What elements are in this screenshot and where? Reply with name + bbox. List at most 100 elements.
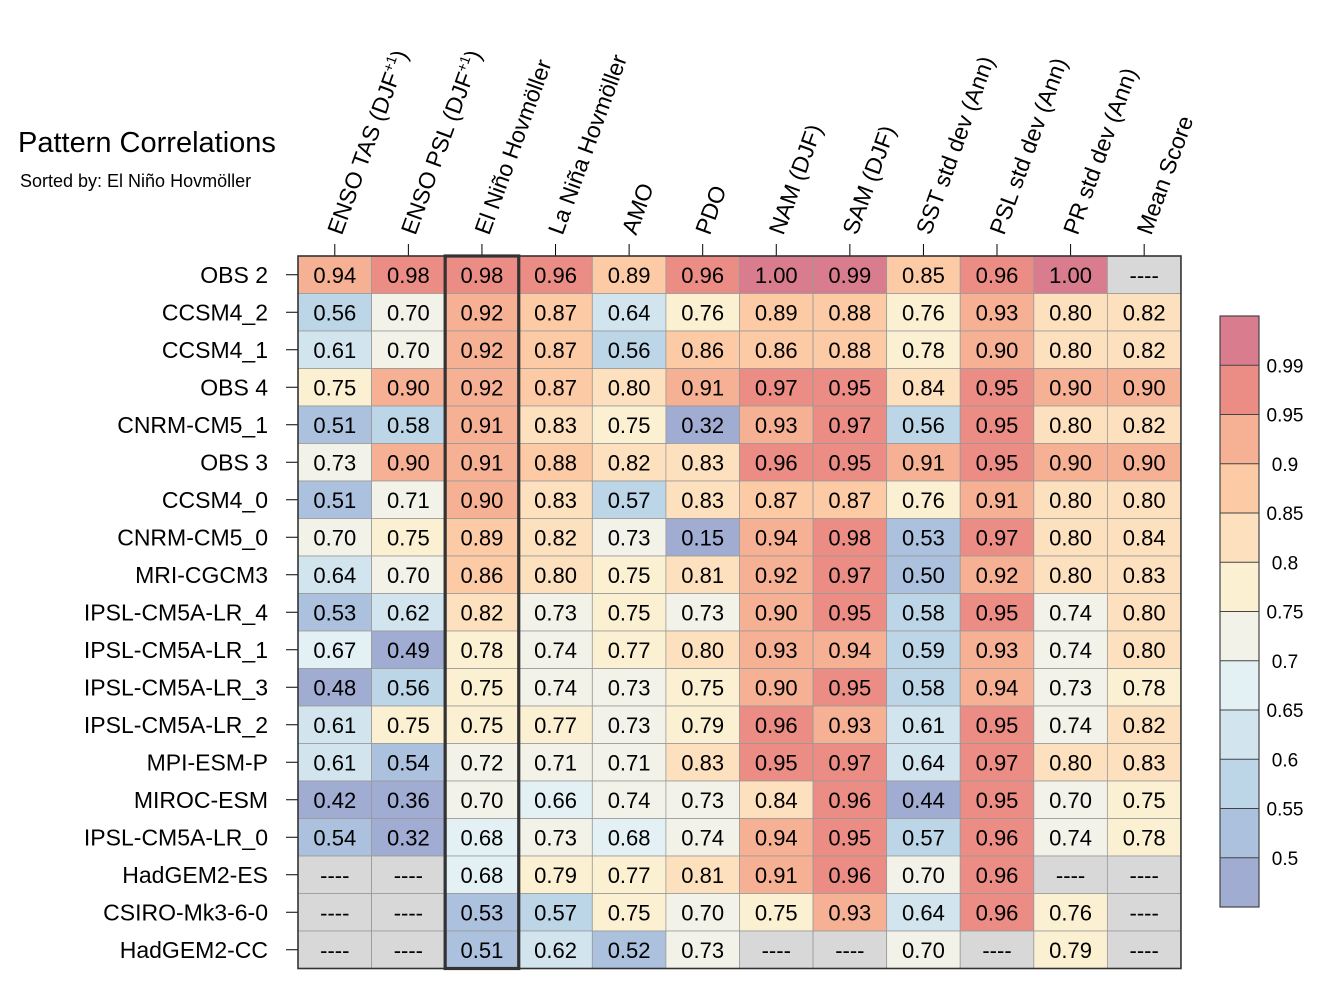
cell-value: 0.56 [387, 675, 430, 700]
heatmap-cell [1106, 293, 1182, 332]
heatmap-cell [886, 368, 961, 407]
cell-value: 0.94 [828, 638, 871, 663]
colorbar-segment [1220, 759, 1259, 809]
colorbar-segment [1220, 414, 1259, 464]
row-label: IPSL-CM5A-LR_0 [84, 824, 268, 850]
cell-value: 0.73 [608, 713, 651, 738]
cell-value: 0.88 [828, 338, 871, 363]
heatmap-cell [371, 780, 446, 819]
cell-value: 0.80 [1049, 563, 1092, 588]
heatmap-cell [959, 405, 1035, 444]
colorbar-segment [1220, 710, 1259, 760]
heatmap-cell [665, 668, 740, 707]
cell-value: 0.68 [461, 825, 504, 850]
heatmap-cell [297, 668, 372, 707]
colorbar-tick-label: 0.99 [1267, 356, 1304, 377]
heatmap-cell [444, 480, 520, 519]
cell-value: ---- [320, 900, 349, 925]
cell-value: 0.74 [1049, 825, 1092, 850]
row-label: IPSL-CM5A-LR_3 [84, 674, 268, 700]
cell-value: 0.50 [902, 563, 945, 588]
row-label: CSIRO-Mk3-6-0 [103, 899, 268, 925]
cell-value: 0.95 [976, 375, 1019, 400]
heatmap-cell [1033, 893, 1108, 932]
cell-value: 0.78 [1123, 675, 1166, 700]
cell-value: 0.92 [461, 338, 504, 363]
cell-value: 0.75 [608, 900, 651, 925]
colorbar: 0.5 0.55 0.6 0.65 0.7 0.75 0.8 0.85 0.9 0.95 0.99 [1219, 315, 1304, 908]
colorbar-segment [1220, 365, 1259, 415]
heatmap-cell [959, 555, 1035, 594]
column-label: SST std dev (Ann) [911, 53, 1000, 238]
heatmap-cell [886, 293, 961, 332]
heatmap-cell [591, 255, 667, 294]
cell-value: 0.82 [1123, 713, 1166, 738]
heatmap-cell [444, 668, 520, 707]
row-label: OBS 3 [200, 449, 268, 475]
cell-value: 0.70 [902, 863, 945, 888]
row-label: IPSL-CM5A-LR_1 [84, 637, 268, 663]
heatmap-cell [371, 518, 446, 557]
sorted-column-highlight [443, 254, 521, 971]
cell-value: 0.97 [976, 750, 1019, 775]
cell-value: 0.75 [755, 900, 798, 925]
cell-value: 0.70 [313, 525, 356, 550]
heatmap-cell [297, 780, 372, 819]
colorbar-segment [1220, 857, 1259, 907]
cell-value: 0.80 [1049, 338, 1092, 363]
heatmap-border [297, 255, 1182, 970]
cell-value: 0.91 [976, 488, 1019, 513]
cell-value: 0.96 [681, 263, 724, 288]
heatmap-cell [739, 480, 814, 519]
heatmap-cell [1033, 518, 1108, 557]
cell-value: 0.86 [681, 338, 724, 363]
colorbar-segment [1220, 316, 1259, 366]
cell-value: 0.80 [534, 563, 577, 588]
cell-value: 0.76 [902, 488, 945, 513]
row-labels: OBS 2 CCSM4_2 CCSM4_1 OBS 4 CNRM-CM5_1 OBS 3 C… [84, 262, 298, 963]
cell-value: 0.73 [534, 600, 577, 625]
cell-value: 0.94 [313, 263, 356, 288]
column-labels: ENSO TAS (DJF+1)ENSO PSL (DJF+1)El Niño … [321, 46, 1198, 256]
colorbar-segment [1220, 611, 1259, 661]
heatmap-cell [665, 743, 740, 782]
heatmap-cell [518, 480, 593, 519]
column-label: AMO [616, 180, 658, 238]
heatmap-cell [518, 293, 593, 332]
cell-value: 0.96 [976, 863, 1019, 888]
cell-value: 0.93 [755, 638, 798, 663]
heatmap-cell [959, 743, 1035, 782]
cell-value: 0.74 [534, 675, 577, 700]
heatmap-cell [444, 255, 520, 294]
heatmap-cell [739, 743, 814, 782]
cell-value: 0.96 [976, 263, 1019, 288]
cell-value: 0.51 [313, 413, 356, 438]
heatmap-cell [444, 818, 520, 857]
cell-value: 0.91 [461, 413, 504, 438]
row-label: HadGEM2-CC [120, 937, 268, 963]
cell-value: 0.56 [608, 338, 651, 363]
cell-value: 0.99 [828, 263, 871, 288]
heatmap-cell [959, 255, 1035, 294]
cell-value: 0.87 [534, 375, 577, 400]
heatmap-cell [665, 518, 740, 557]
column-label: La Niña Hovmöller [543, 51, 632, 238]
heatmap-cell [591, 555, 667, 594]
cell-value: 0.90 [461, 488, 504, 513]
heatmap-cell [444, 555, 520, 594]
heatmap-cell [444, 405, 520, 444]
cell-value: 0.70 [387, 300, 430, 325]
cell-value: 0.32 [387, 825, 430, 850]
cell-value: 0.97 [755, 375, 798, 400]
heatmap-cell [518, 780, 593, 819]
heatmap-cell [886, 930, 961, 969]
cell-value: 0.80 [608, 375, 651, 400]
cell-value: 0.82 [534, 525, 577, 550]
cell-value: 0.86 [755, 338, 798, 363]
cell-value: 0.81 [681, 863, 724, 888]
column-label: SAM (DJF) [837, 122, 900, 238]
cell-value: ---- [1130, 900, 1159, 925]
heatmap-cell [591, 705, 667, 744]
cell-value: 0.75 [313, 375, 356, 400]
heatmap-cell [665, 293, 740, 332]
